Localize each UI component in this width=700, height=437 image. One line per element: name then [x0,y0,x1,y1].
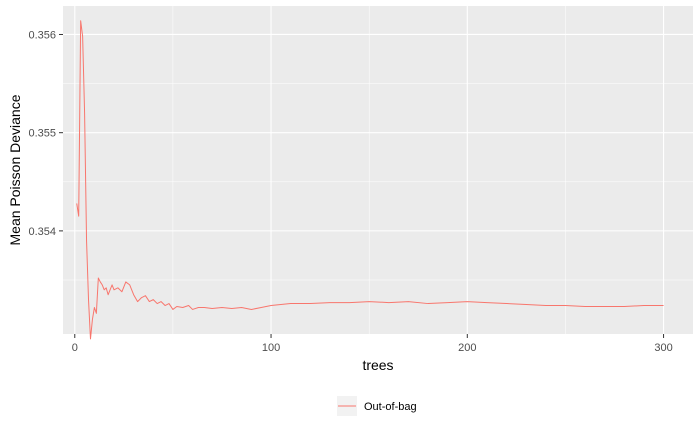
plot-panel [63,6,693,334]
series-line-out-of-bag [76,20,664,340]
y-tick-label: 0.355 [28,128,56,140]
y-tick-label: 0.356 [28,29,56,41]
x-tick-label: 0 [72,342,78,354]
y-tick-label: 0.354 [28,226,56,238]
x-tick-label: 300 [654,342,672,354]
minor-gridlines [63,6,693,334]
legend: Out-of-bag [337,396,417,416]
legend-label-out-of-bag: Out-of-bag [364,401,417,413]
series-layer [76,20,664,340]
axis-ticks [59,33,665,338]
x-axis-title: trees [362,357,393,373]
tick-labels: 0 100 200 300 0.354 0.355 0.356 [28,29,672,354]
x-tick-label: 200 [458,342,476,354]
major-gridlines [63,6,693,334]
x-tick-label: 100 [262,342,280,354]
y-axis-title: Mean Poisson Deviance [7,94,23,245]
